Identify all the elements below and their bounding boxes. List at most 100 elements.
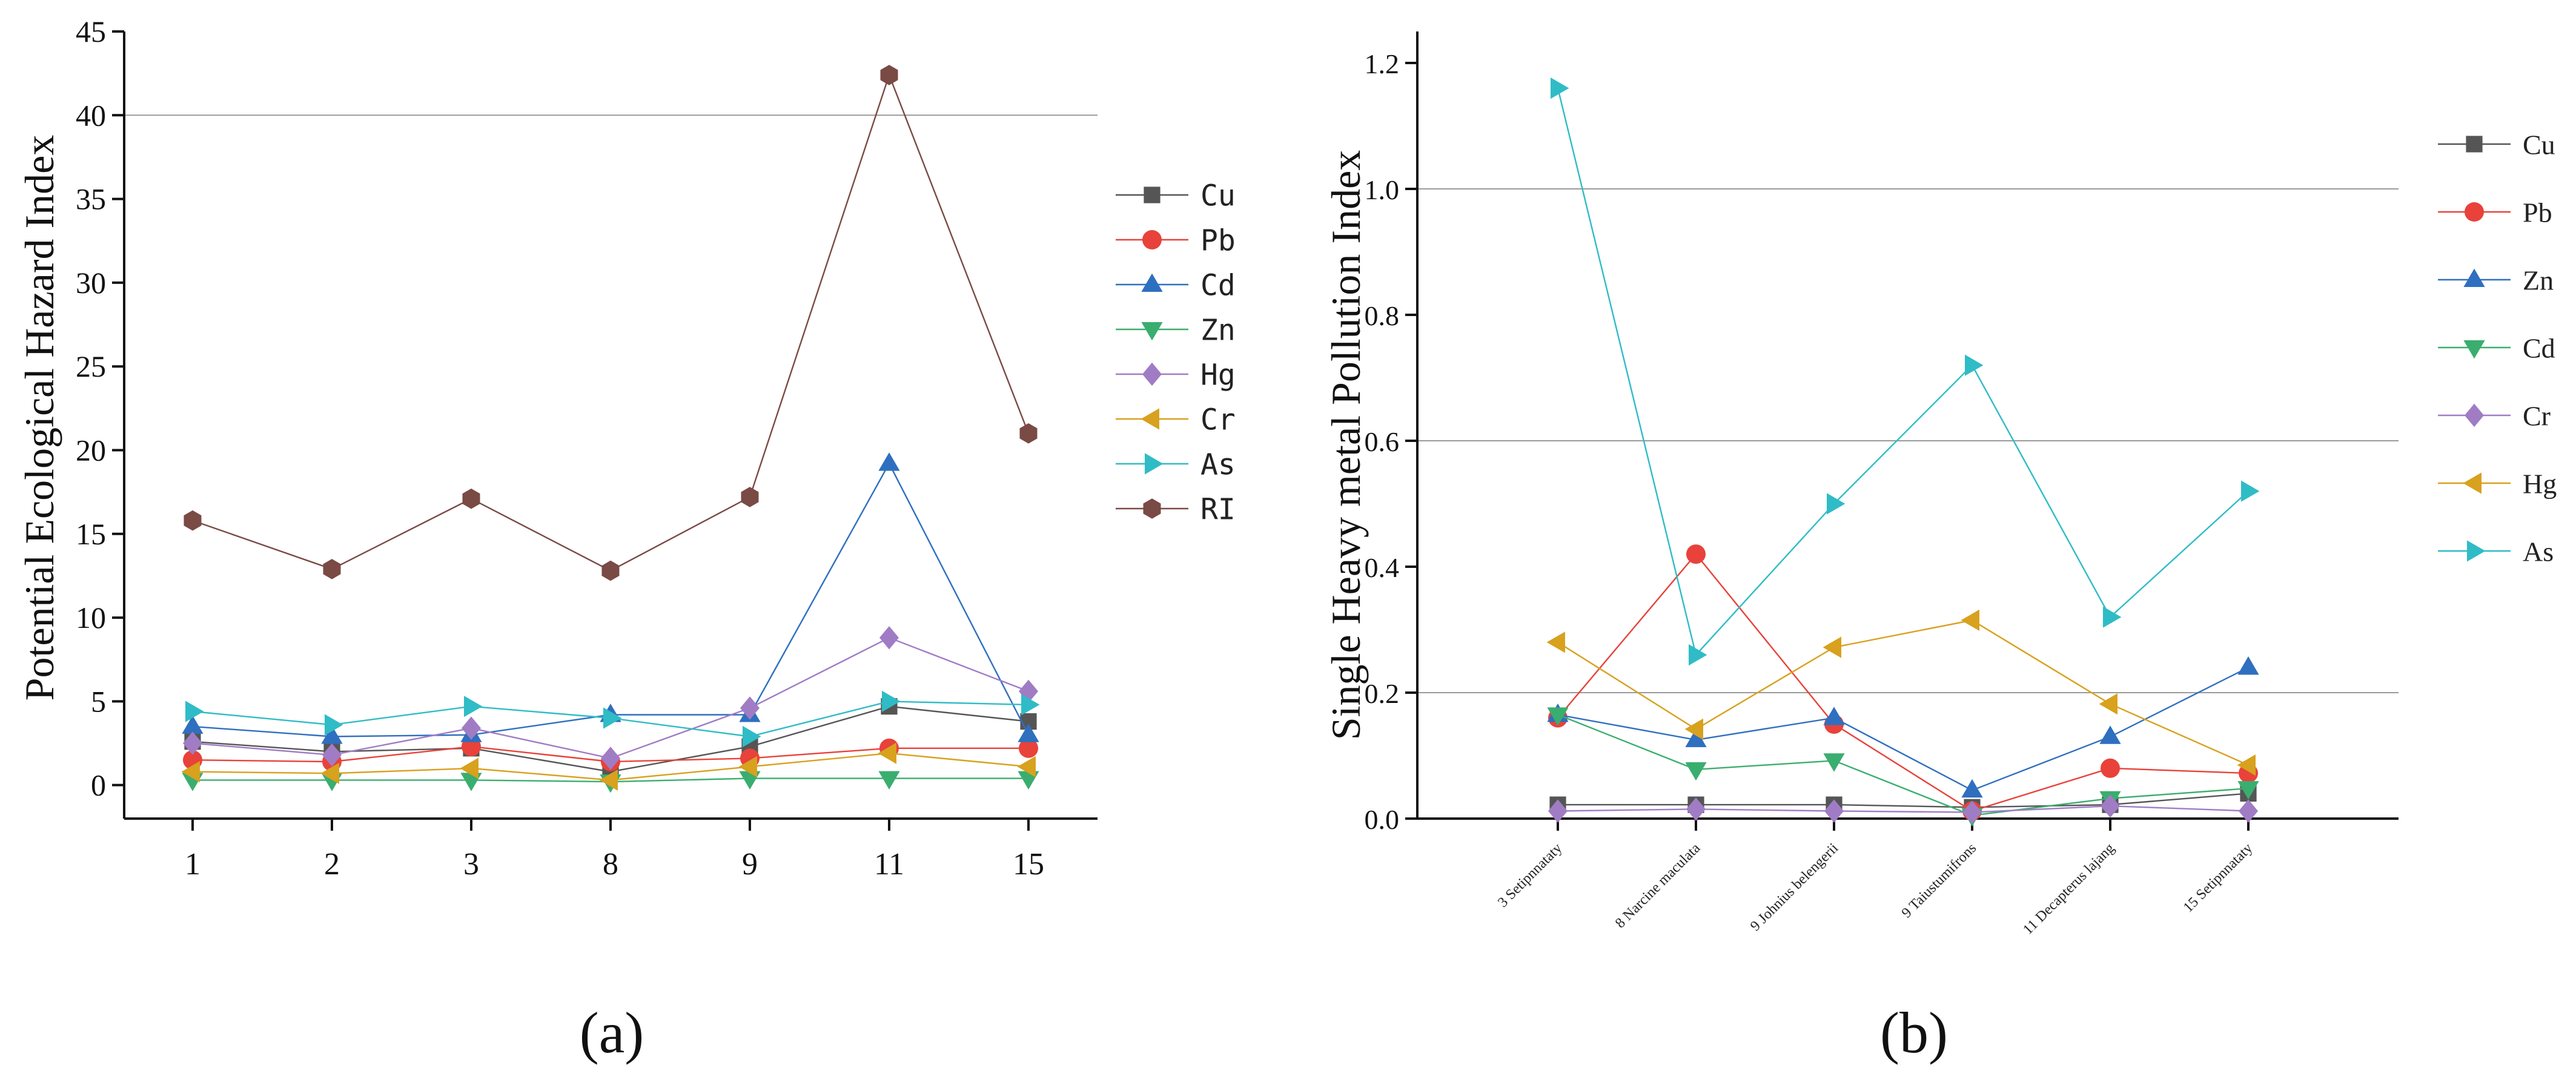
a-x-tick-label: 3 [463,847,479,882]
b-reference-lines [1417,188,2399,693]
b-legend-item-cr: Cr [2438,401,2551,432]
a-legend-item-cu: Cu [1116,179,1236,213]
a-point-as [325,714,343,736]
a-point-pb [1019,738,1038,758]
b-point-pb [1686,544,1706,564]
a-legend-label: Cr [1200,403,1236,437]
a-point-cd [182,715,204,734]
b-legend-label: Hg [2523,469,2557,500]
a-x-tick-label: 9 [742,847,758,882]
b-line-as [1557,88,2249,657]
a-point-as [743,725,761,748]
b-point-zn [1823,707,1845,725]
b-point-cr [1962,800,1982,824]
b-y-tick-label: 1.0 [1365,174,1400,205]
b-point-cd [2237,781,2259,800]
b-point-as [1551,78,1569,99]
b-legend-item-cd: Cd [2438,333,2555,364]
a-legend-swatch-marker [1141,408,1159,430]
b-line-hg [1557,619,2249,766]
b-series-cr [1548,794,2258,824]
a-y-axis-label: Potential Ecological Hazard Index [16,135,62,701]
b-point-as [1827,493,1846,515]
b-panel-label: (b) [1880,1000,1948,1065]
b-legend-label: Pb [2523,197,2552,228]
b-legend-label: As [2523,536,2554,567]
b-y-tick-label: 0.8 [1365,300,1400,331]
b-series-as [1551,78,2260,666]
a-legend: Cu Pb Cd Zn Hg Cr As RI [1116,179,1236,526]
a-point-as [882,690,901,712]
a-point-as [603,707,622,729]
b-y-tick-label: 1.2 [1365,48,1400,79]
a-y-tick-label: 35 [76,182,106,216]
b-legend-swatch-marker [2463,268,2485,287]
a-point-ri [741,487,759,507]
a-point-hg [462,716,481,740]
a-legend-swatch-marker [1141,322,1163,341]
a-point-cr [181,761,200,783]
b-series-hg [1546,609,2256,776]
a-legend-item-zn: Zn [1116,313,1236,347]
b-legend-item-hg: Hg [2438,469,2557,500]
a-legend-label: As [1200,447,1236,481]
a-point-hg [183,731,202,755]
a-series-hg [183,626,1038,770]
b-point-cd [1547,707,1569,726]
a-point-cr [1017,756,1036,777]
b-line-cd [1557,714,2249,817]
b-y-tick-label: 0.6 [1365,426,1400,457]
a-series [181,65,1040,793]
b-legend-swatch-marker [2463,472,2482,494]
a-legend-item-cr: Cr [1116,403,1236,437]
a-point-ri [880,65,898,85]
a-point-cr [460,757,478,779]
a-legend-swatch-marker [1141,273,1163,292]
a-point-cd [1018,724,1039,742]
a-point-cr [599,769,618,791]
b-legend-label: Cd [2523,333,2555,364]
b-y-ticks: 0.0 0.2 0.4 0.6 0.8 1.0 1.2 [1365,48,1417,835]
b-point-zn [1961,779,1983,798]
b-legend-item-as: As [2438,536,2554,567]
a-point-as [464,696,483,717]
a-x-tick-label: 1 [185,847,200,882]
b-line-cu [1558,793,2249,808]
a-legend-label: Hg [1200,358,1236,392]
b-point-as [2103,606,2122,628]
a-point-zn [878,771,900,790]
a-x-tick-label: 15 [1013,847,1044,882]
b-legend-item-zn: Zn [2438,265,2554,296]
b-point-cr [1548,799,1568,823]
b-point-hg [1684,718,1703,740]
a-legend-swatch-marker [1143,498,1161,519]
a-legend-swatch-marker [1142,230,1162,249]
a-legend-swatch-marker [1145,453,1164,475]
b-legend-swatch-marker [2465,202,2484,222]
b-axes [1416,31,2399,820]
a-series-cr [181,742,1036,791]
b-point-as [1689,644,1707,666]
b-point-cr [2239,799,2258,823]
a-legend-item-hg: Hg [1116,358,1236,392]
a-legend-item-pb: Pb [1116,223,1236,257]
b-legend-item-pb: Pb [2438,197,2552,228]
a-point-hg [322,743,342,767]
b-point-cr [1824,799,1844,823]
b-point-hg [2099,693,2117,715]
b-line-zn [1557,667,2249,791]
a-point-as [1021,694,1040,716]
a-point-ri [1019,423,1038,444]
a-y-tick-label: 0 [91,768,106,802]
a-point-ri [601,560,620,581]
b-point-zn [2237,656,2259,675]
a-y-tick-label: 45 [76,15,106,48]
b-legend-label: Cu [2523,130,2555,160]
a-legend-item-cd: Cd [1116,268,1236,302]
b-legend-swatch-marker [2465,403,2484,427]
b-y-tick-label: 0.2 [1365,678,1400,709]
a-legend-label: RI [1200,492,1236,526]
a-legend-item-ri: RI [1116,492,1236,526]
b-point-as [1965,354,1984,376]
